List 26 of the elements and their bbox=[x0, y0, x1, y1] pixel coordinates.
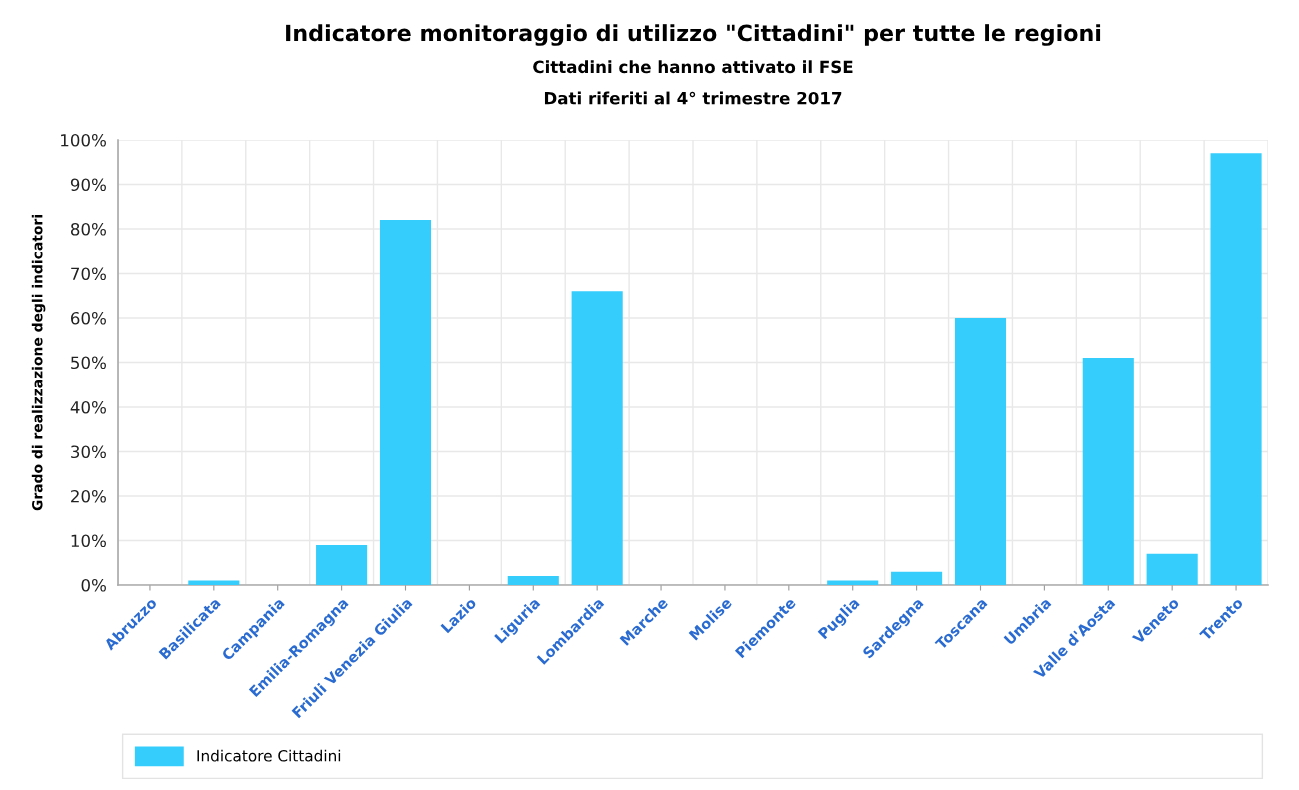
chart-subtitle: Cittadini che hanno attivato il FSE Dati riferiti al 4° trimestre 2017 bbox=[533, 60, 853, 105]
bar bbox=[188, 580, 240, 585]
y-tick-label: 60% bbox=[71, 311, 106, 325]
bar bbox=[1082, 358, 1134, 585]
bar bbox=[954, 318, 1007, 585]
y-tick-label: 50% bbox=[71, 356, 106, 370]
y-tick-label: 40% bbox=[70, 400, 106, 414]
bar bbox=[507, 576, 559, 585]
chart-title: Indicatore monitoraggio di utilizzo "Cittadini" per tutte le regioni bbox=[286, 24, 1101, 46]
y-tick-label: 10% bbox=[71, 534, 106, 548]
bar bbox=[1146, 553, 1198, 585]
bar bbox=[316, 544, 368, 585]
y-tick-label: 100% bbox=[61, 133, 106, 147]
bar bbox=[571, 291, 623, 585]
y-tick-label: 0% bbox=[81, 578, 106, 592]
y-tick-label: 70% bbox=[71, 267, 106, 281]
y-axis-title: Grado di realizzazione degli indicatori bbox=[31, 215, 46, 511]
legend-label: Indicatore Cittadini bbox=[197, 749, 341, 762]
bar bbox=[827, 580, 879, 585]
y-tick-label: 80% bbox=[70, 222, 106, 236]
bar bbox=[1210, 153, 1262, 585]
y-tick-label: 90% bbox=[70, 178, 106, 192]
bar bbox=[891, 571, 943, 585]
y-tick-label: 30% bbox=[71, 445, 106, 459]
y-tick-label: 20% bbox=[71, 489, 106, 503]
bar bbox=[379, 220, 432, 585]
